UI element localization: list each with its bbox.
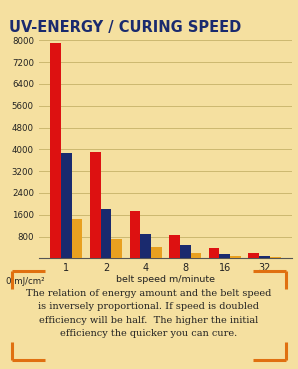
Bar: [190, 254, 201, 258]
Bar: [140, 234, 151, 258]
Bar: [169, 235, 180, 258]
Bar: [130, 211, 140, 258]
Bar: [209, 248, 220, 258]
Bar: [230, 256, 241, 258]
Bar: [180, 245, 190, 258]
Bar: [90, 152, 101, 258]
Bar: [270, 257, 280, 258]
Text: UV-ENERGY / CURING SPEED: UV-ENERGY / CURING SPEED: [9, 20, 241, 35]
Bar: [249, 253, 259, 258]
X-axis label: belt speed m/minute: belt speed m/minute: [116, 275, 215, 283]
Text: The relation of energy amount and the belt speed
is inversely proportional. If s: The relation of energy amount and the be…: [26, 289, 272, 338]
Bar: [61, 154, 72, 258]
Bar: [111, 239, 122, 258]
Bar: [101, 209, 111, 258]
Text: 0 mJ/cm²: 0 mJ/cm²: [6, 277, 44, 286]
Bar: [151, 247, 162, 258]
Bar: [220, 254, 230, 258]
Bar: [259, 256, 270, 258]
Bar: [72, 219, 82, 258]
Bar: [50, 43, 61, 258]
